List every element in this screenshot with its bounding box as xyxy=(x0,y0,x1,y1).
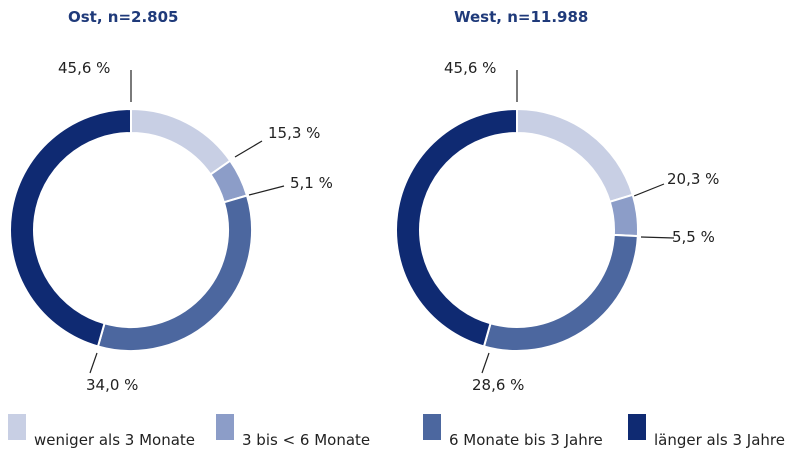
data-label: 45,6 % xyxy=(58,59,110,77)
legend-label: weniger als 3 Monate xyxy=(34,431,195,449)
data-label: 28,6 % xyxy=(472,376,524,394)
data-label: 34,0 % xyxy=(86,376,138,394)
leader-line xyxy=(89,352,98,374)
chart-title: West, n=11.988 xyxy=(454,8,588,26)
legend-swatch xyxy=(8,414,26,440)
legend-label: 6 Monate bis 3 Jahre xyxy=(449,431,603,449)
legend-swatch xyxy=(628,414,646,440)
data-label: 15,3 % xyxy=(268,124,320,142)
donut-slice xyxy=(482,233,639,352)
leader-line xyxy=(633,183,665,197)
legend-swatch xyxy=(216,414,234,440)
data-label: 5,5 % xyxy=(672,228,715,246)
data-label: 20,3 % xyxy=(667,170,719,188)
donut-slice xyxy=(9,107,132,348)
donut-slice xyxy=(516,107,635,204)
donut-slice xyxy=(96,194,253,352)
donut-slice xyxy=(130,107,232,176)
legend-label: länger als 3 Jahre xyxy=(654,431,785,449)
data-label: 5,1 % xyxy=(290,174,333,192)
data-label: 45,6 % xyxy=(444,59,496,77)
chart-title: Ost, n=2.805 xyxy=(68,8,178,26)
legend-label: 3 bis < 6 Monate xyxy=(242,431,370,449)
leader-line xyxy=(234,140,263,158)
leader-line xyxy=(481,352,490,374)
leader-line xyxy=(248,185,285,196)
leader-line xyxy=(640,236,675,239)
legend-swatch xyxy=(423,414,441,440)
donut-slice xyxy=(395,107,518,348)
donut-slice xyxy=(608,193,639,238)
